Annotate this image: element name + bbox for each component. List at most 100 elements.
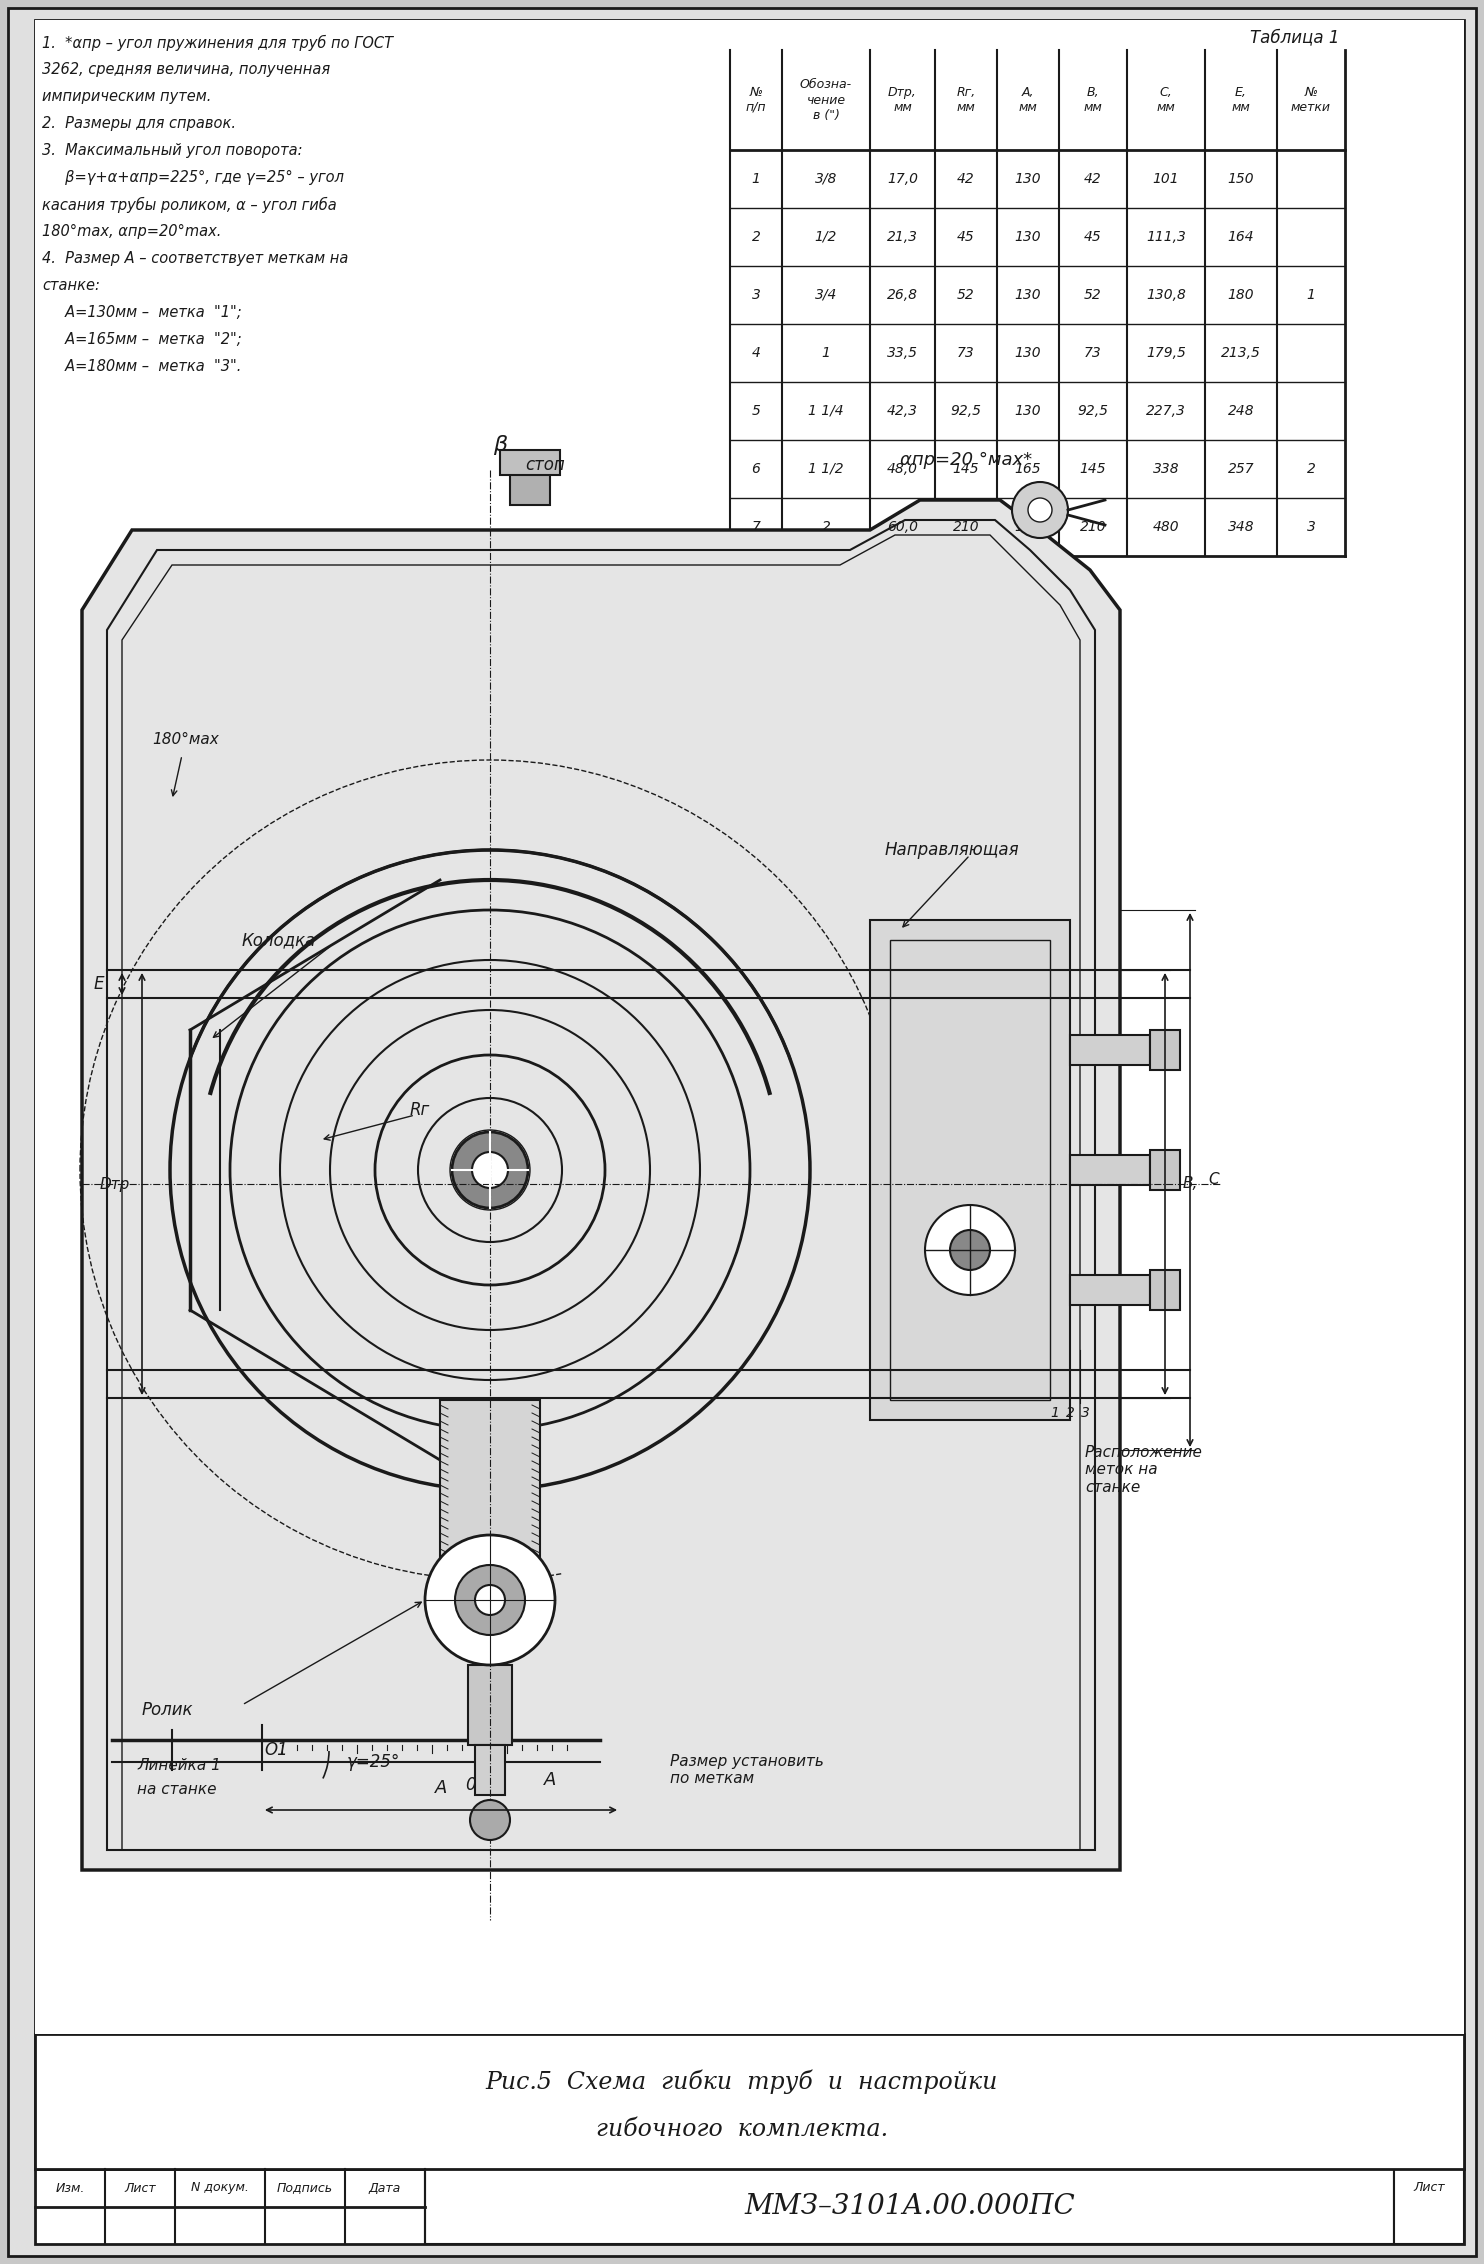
Text: 73: 73	[1085, 346, 1103, 360]
Text: касания трубы роликом, α – угол гиба: касания трубы роликом, α – угол гиба	[42, 197, 337, 213]
Text: 1 1/4: 1 1/4	[809, 403, 844, 419]
Polygon shape	[82, 500, 1120, 1870]
Text: 42: 42	[957, 172, 975, 186]
Text: 180°мах: 180°мах	[151, 734, 218, 747]
Text: A=165мм –  метка  "2";: A=165мм – метка "2";	[42, 333, 242, 346]
Circle shape	[470, 1800, 510, 1841]
Text: ММЗ–3101А.00.000ПС: ММЗ–3101А.00.000ПС	[743, 2194, 1074, 2221]
Text: 3: 3	[751, 288, 760, 301]
Text: 130: 130	[1015, 288, 1042, 301]
Text: №
п/п: № п/п	[746, 86, 766, 113]
Text: 213,5: 213,5	[1221, 346, 1261, 360]
Text: О1: О1	[264, 1741, 288, 1759]
Text: 1 1/2: 1 1/2	[809, 462, 844, 475]
Bar	[475, 1746, 505, 1795]
Text: №
метки: № метки	[1291, 86, 1331, 113]
Text: Ролик: Ролик	[142, 1700, 193, 1718]
Text: 42: 42	[1085, 172, 1103, 186]
Text: 210: 210	[1080, 521, 1106, 534]
Text: С,
мм: С, мм	[1156, 86, 1175, 113]
Text: 5: 5	[751, 403, 760, 419]
Text: станке:: станке:	[42, 278, 99, 292]
Text: 33,5: 33,5	[887, 346, 919, 360]
Circle shape	[925, 1204, 1015, 1295]
Text: 1.  *αпр – угол пружинения для труб по ГОСТ: 1. *αпр – угол пружинения для труб по ГО…	[42, 34, 393, 52]
Text: 338: 338	[1153, 462, 1180, 475]
Text: 45: 45	[1085, 231, 1103, 245]
Text: 3/8: 3/8	[815, 172, 837, 186]
Text: 6: 6	[751, 462, 760, 475]
Text: β: β	[493, 435, 508, 455]
Text: С: С	[1208, 1173, 1218, 1189]
Bar	[1150, 1150, 1180, 1191]
Text: 92,5: 92,5	[1077, 403, 1109, 419]
Bar	[1070, 1155, 1150, 1184]
Text: 1: 1	[822, 346, 831, 360]
Text: В,: В,	[1183, 1177, 1199, 1191]
Text: 92,5: 92,5	[950, 403, 981, 419]
Circle shape	[472, 1152, 508, 1189]
Text: A=130мм –  метка  "1";: A=130мм – метка "1";	[42, 306, 242, 319]
Text: 164: 164	[1227, 231, 1254, 245]
Circle shape	[950, 1229, 990, 1270]
Bar	[36, 2169, 1465, 2244]
Bar	[424, 2169, 1393, 2244]
Text: 257: 257	[1227, 462, 1254, 475]
Text: 3262, средняя величина, полученная: 3262, средняя величина, полученная	[42, 61, 329, 77]
Text: Колодка: Колодка	[242, 931, 316, 949]
Text: 2: 2	[1066, 1406, 1074, 1420]
Text: 48,0: 48,0	[887, 462, 919, 475]
Text: А,
мм: А, мм	[1018, 86, 1037, 113]
Bar	[36, 20, 1465, 2033]
Text: Расположение
меток на
станке: Расположение меток на станке	[1085, 1444, 1204, 1494]
Text: 26,8: 26,8	[887, 288, 919, 301]
Text: В,
мм: В, мм	[1083, 86, 1103, 113]
Text: Лист: Лист	[125, 2182, 156, 2194]
Text: 130: 130	[1015, 172, 1042, 186]
Text: 101: 101	[1153, 172, 1180, 186]
Text: 73: 73	[957, 346, 975, 360]
Text: 3: 3	[1080, 1406, 1089, 1420]
Text: 111,3: 111,3	[1146, 231, 1186, 245]
Bar	[500, 451, 559, 475]
Bar	[870, 919, 1070, 1420]
Text: 130,8: 130,8	[1146, 288, 1186, 301]
Circle shape	[1012, 482, 1068, 539]
Text: А: А	[543, 1770, 556, 1789]
Text: гибочного  комплекта.: гибочного комплекта.	[597, 2117, 887, 2139]
Text: β=γ+α+αпр=225°, где γ=25° – угол: β=γ+α+αпр=225°, где γ=25° – угол	[42, 170, 344, 186]
Text: 4: 4	[751, 346, 760, 360]
Text: 7: 7	[751, 521, 760, 534]
Text: 3.  Максимальный угол поворота:: 3. Максимальный угол поворота:	[42, 143, 303, 158]
Text: Е,
мм: Е, мм	[1232, 86, 1251, 113]
Text: 60,0: 60,0	[887, 521, 919, 534]
Text: 17,0: 17,0	[887, 172, 919, 186]
Text: Изм.: Изм.	[55, 2182, 85, 2194]
Text: 1/2: 1/2	[815, 231, 837, 245]
Text: 2.  Размеры для справок.: 2. Размеры для справок.	[42, 115, 236, 131]
Text: N докум.: N докум.	[191, 2182, 249, 2194]
Text: 2: 2	[1306, 462, 1315, 475]
Text: 1: 1	[1306, 288, 1315, 301]
Text: Rг: Rг	[410, 1100, 430, 1118]
Text: 0: 0	[464, 1775, 475, 1793]
Text: 248: 248	[1227, 403, 1254, 419]
Bar	[439, 1399, 540, 1621]
Text: Рис.5  Схема  гибки  труб  и  настройки: Рис.5 Схема гибки труб и настройки	[485, 2069, 999, 2094]
Text: A=180мм –  метка  "3".: A=180мм – метка "3".	[42, 360, 242, 374]
Circle shape	[424, 1535, 555, 1664]
Text: Подпись: Подпись	[278, 2182, 332, 2194]
Text: 180: 180	[1015, 521, 1042, 534]
Bar	[36, 2033, 1465, 2169]
Text: Обозна-
чение
в ("): Обозна- чение в (")	[800, 79, 852, 122]
Text: αпр=20 °мах*: αпр=20 °мах*	[899, 451, 1033, 469]
Text: стоп: стоп	[525, 455, 565, 473]
Circle shape	[453, 1132, 528, 1209]
Bar	[510, 471, 551, 505]
Text: Линейка 1: Линейка 1	[137, 1757, 221, 1773]
Text: 21,3: 21,3	[887, 231, 919, 245]
Text: 348: 348	[1227, 521, 1254, 534]
Text: 1: 1	[751, 172, 760, 186]
Text: Лист: Лист	[1413, 2180, 1445, 2194]
Text: 150: 150	[1227, 172, 1254, 186]
